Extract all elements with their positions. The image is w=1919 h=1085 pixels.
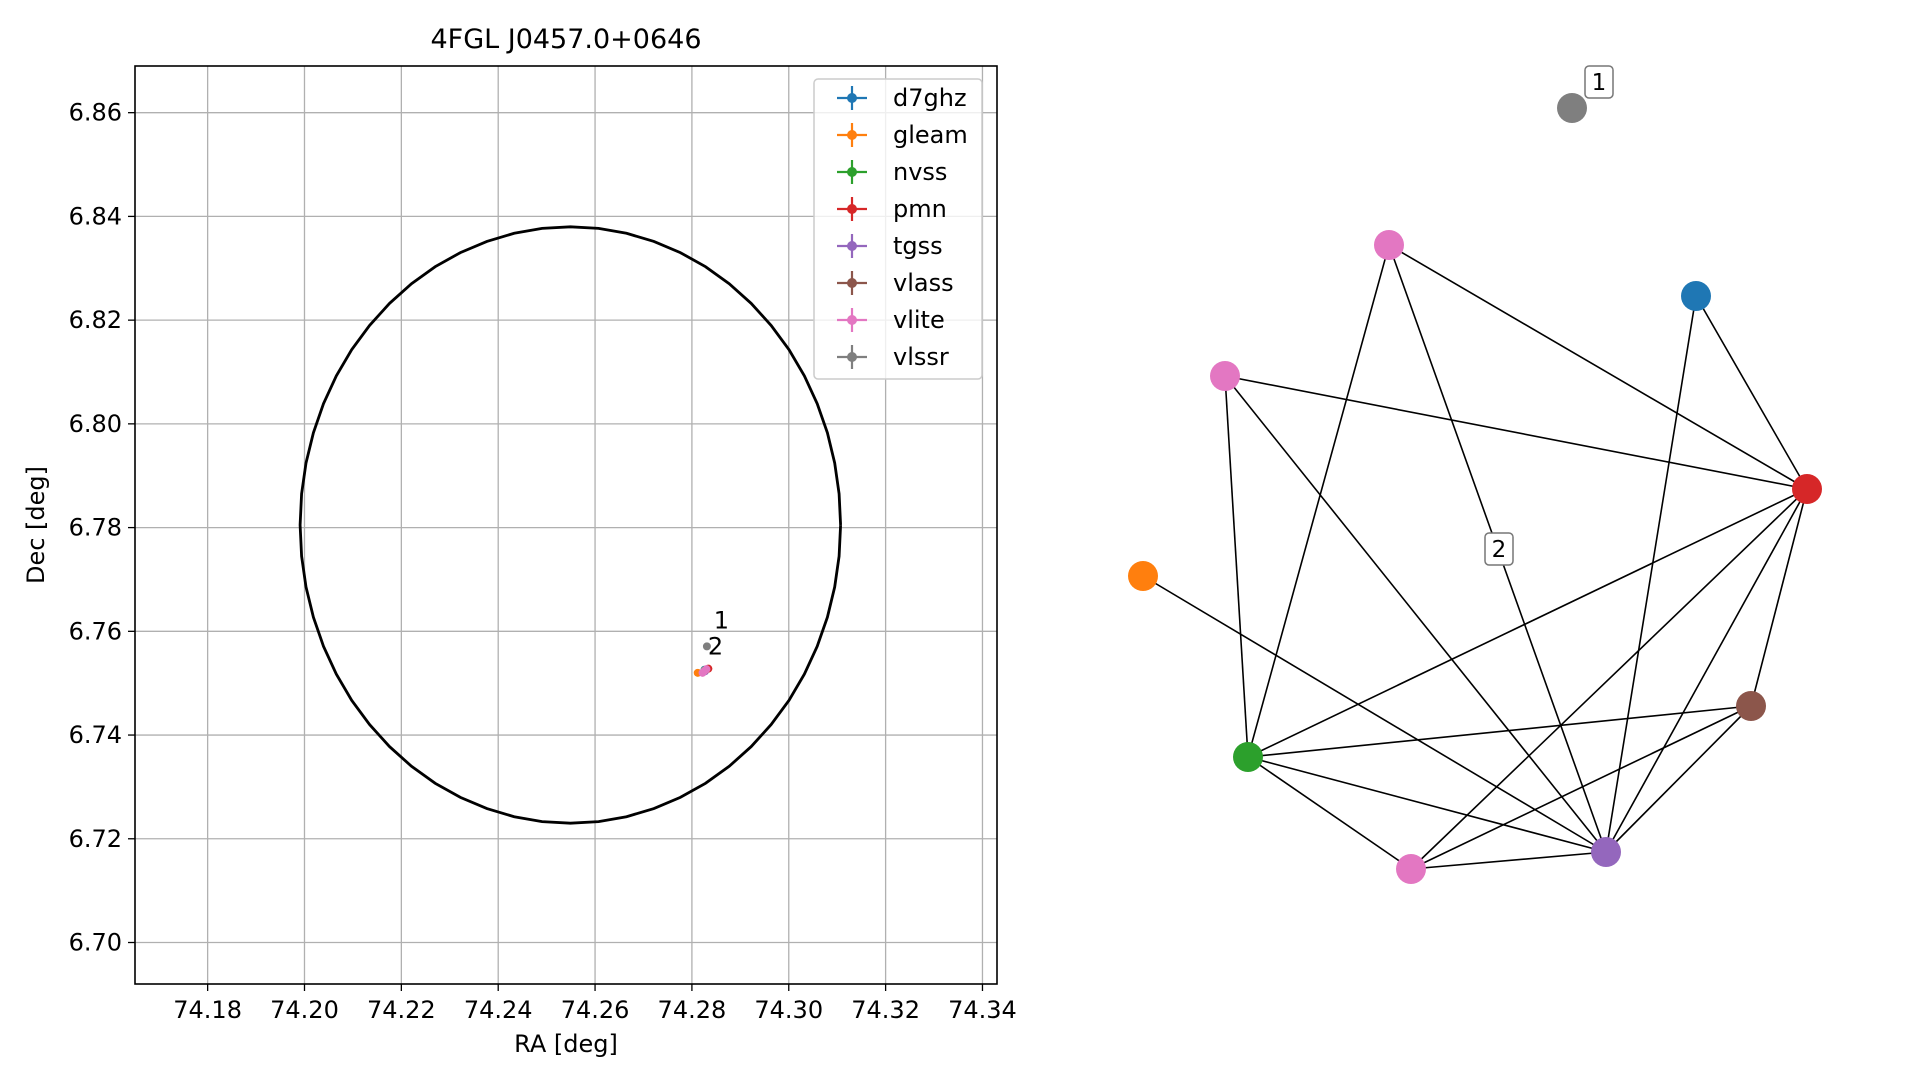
x-tick-label: 74.34 <box>948 996 1017 1024</box>
graph-node-vlass <box>1736 691 1766 721</box>
cluster-label: 1 <box>1592 70 1607 96</box>
x-tick-label: 74.26 <box>561 996 630 1024</box>
data-point-vlite <box>702 665 711 674</box>
graph-node-d7ghz <box>1681 281 1711 311</box>
point-annotation: 1 <box>714 607 729 635</box>
graph-edge <box>1247 488 1808 758</box>
graph-edge <box>1410 851 1607 870</box>
x-tick-label: 74.18 <box>173 996 242 1024</box>
graph-edge <box>1605 705 1752 853</box>
cluster-label-box <box>1484 532 1514 566</box>
graph-edge <box>1247 244 1390 758</box>
graph-edge <box>1224 375 1808 490</box>
point-annotation: 2 <box>708 633 723 661</box>
y-tick-label: 6.72 <box>69 825 122 853</box>
error-ellipse <box>298 225 842 825</box>
graph-node-vlite_b <box>1210 361 1240 391</box>
legend-label: vlass <box>893 269 954 297</box>
grid-layer <box>135 66 997 984</box>
graph-node-vlite_c <box>1396 854 1426 884</box>
legend-label: pmn <box>893 195 947 223</box>
graph-edge <box>1410 705 1752 870</box>
legend-marker-dot <box>847 130 857 140</box>
graph-edge <box>1388 244 1808 490</box>
y-tick-label: 6.74 <box>69 721 122 749</box>
graph-node-pmn <box>1792 474 1822 504</box>
graph-edge <box>1695 295 1808 490</box>
tick-layer: 74.18 74.20 74.22 74.24 74.26 74.28 74.30 74.32… <box>69 99 1017 1024</box>
legend-marker-dot <box>847 315 857 325</box>
x-tick-label: 74.22 <box>367 996 436 1024</box>
y-axis-label: Dec [deg] <box>22 466 50 584</box>
graph-node-vlssr <box>1557 93 1587 123</box>
network-panel: 12 <box>1128 65 1822 884</box>
graph-node-nvss <box>1233 742 1263 772</box>
plot-layer: 12 <box>298 225 842 825</box>
graph-node-tgss <box>1591 837 1621 867</box>
chart-title: 4FGL J0457.0+0646 <box>430 24 701 55</box>
y-tick-label: 6.80 <box>69 410 122 438</box>
graph-edge <box>1410 488 1808 870</box>
legend-frame <box>813 78 983 380</box>
legend-label: nvss <box>893 158 947 186</box>
y-tick-label: 6.84 <box>69 202 122 230</box>
x-tick-label: 74.24 <box>464 996 533 1024</box>
graph-edge <box>1605 295 1697 853</box>
legend-label: vlite <box>893 306 945 334</box>
legend-label: gleam <box>893 121 968 149</box>
graph-edge <box>1750 488 1808 707</box>
y-tick-label: 6.82 <box>69 306 122 334</box>
legend-label: d7ghz <box>893 84 967 112</box>
cluster-label-layer: 12 <box>1484 65 1614 566</box>
graph-edge <box>1247 756 1412 870</box>
graph-edge <box>1247 756 1607 853</box>
graph-edge <box>1247 705 1752 758</box>
legend-marker-dot <box>847 167 857 177</box>
graph-edge <box>1142 575 1607 853</box>
node-layer <box>1128 93 1822 884</box>
cluster-label: 2 <box>1492 537 1507 563</box>
scatter-panel: 4FGL J0457.0+0646 12 74.18 74.20 74.22 74.2… <box>22 24 1017 1058</box>
legend-marker-dot <box>847 241 857 251</box>
graph-edge <box>1605 488 1808 853</box>
legend: d7ghz gleam nvss pmn tgss vlass vlite vlssr <box>813 78 983 380</box>
graph-node-vlite_a <box>1374 230 1404 260</box>
legend-label: tgss <box>893 232 943 260</box>
legend-marker-dot <box>847 352 857 362</box>
y-tick-label: 6.70 <box>69 929 122 957</box>
x-tick-label: 74.20 <box>270 996 339 1024</box>
legend-label: vlssr <box>893 343 949 371</box>
x-tick-label: 74.32 <box>851 996 920 1024</box>
legend-marker-dot <box>847 278 857 288</box>
graph-edge <box>1224 375 1607 853</box>
graph-node-gleam <box>1128 561 1158 591</box>
legend-marker-dot <box>847 204 857 214</box>
graph-edge <box>1224 375 1249 758</box>
data-point-vlssr <box>702 642 711 651</box>
axes-frame <box>134 65 998 985</box>
x-axis-label: RA [deg] <box>514 1030 618 1058</box>
x-tick-label: 74.30 <box>754 996 823 1024</box>
legend-marker-dot <box>847 93 857 103</box>
y-tick-label: 6.78 <box>69 514 122 542</box>
x-tick-label: 74.28 <box>658 996 727 1024</box>
edge-layer <box>1142 244 1808 870</box>
cluster-label-box <box>1584 65 1614 99</box>
y-tick-label: 6.86 <box>69 99 122 127</box>
y-tick-label: 6.76 <box>69 617 122 645</box>
